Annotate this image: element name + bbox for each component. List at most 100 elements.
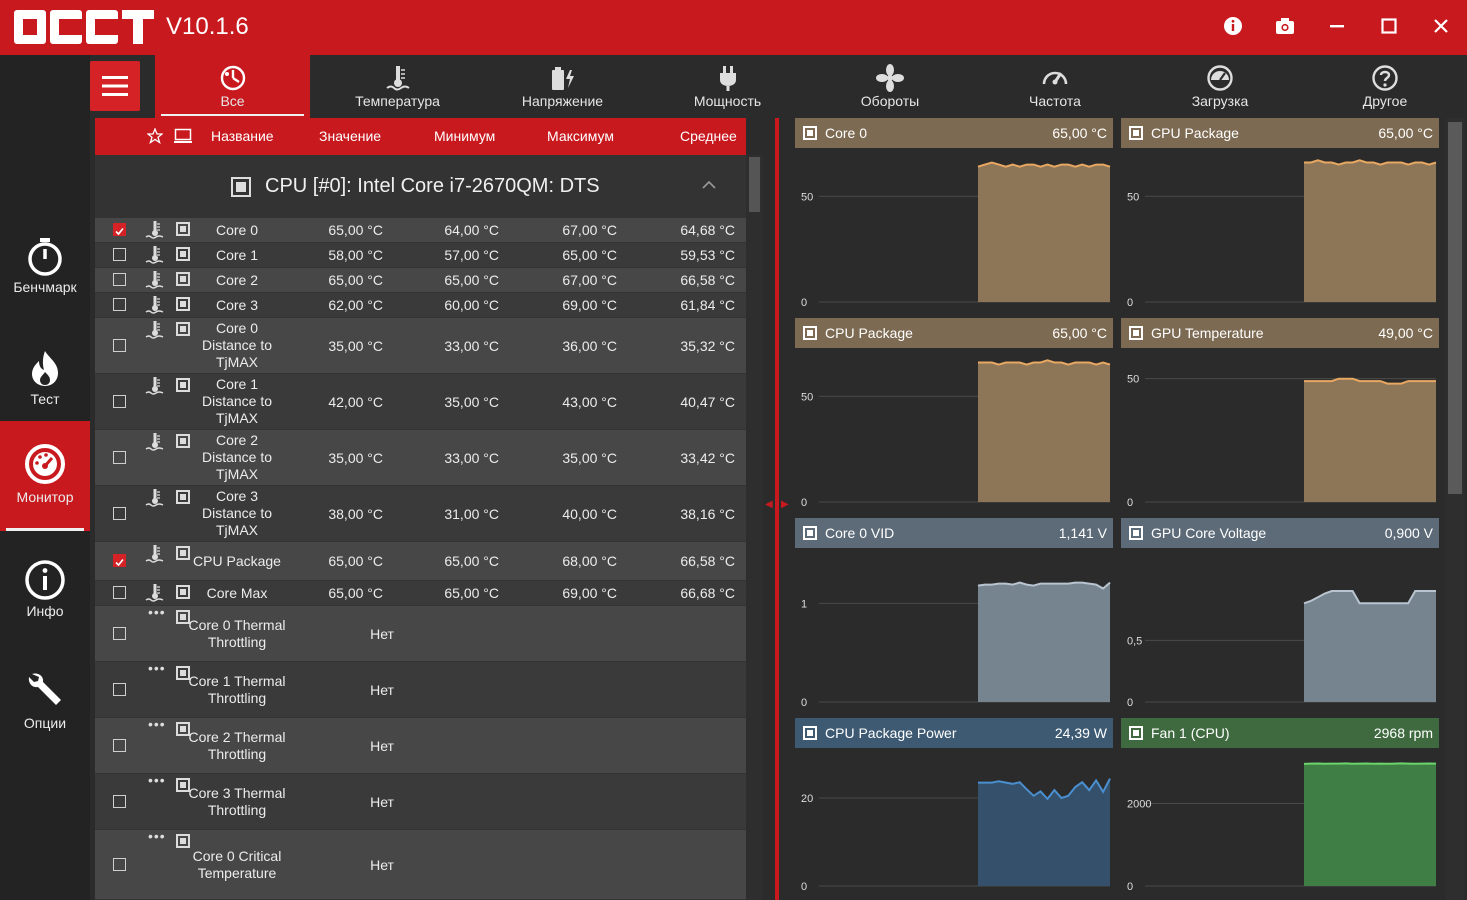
sensor-group-header[interactable]: CPU [#0]: Intel Core i7-2670QM: DTS — [95, 155, 746, 217]
thermometer-icon — [145, 320, 165, 343]
sidebar-item-label: Опции — [23, 715, 67, 731]
tab-temperature[interactable]: Температура — [315, 55, 480, 118]
more-icon: ••• — [148, 772, 166, 788]
table-scrollbar-thumb[interactable] — [749, 157, 760, 212]
table-row[interactable]: CPU Package 65,00 °C 65,00 °C 68,00 °C 66,58… — [95, 542, 746, 580]
row-checkbox[interactable] — [113, 857, 126, 871]
table-row[interactable]: Core 0 Distance to TjMAX 35,00 °C 33,00 °C… — [95, 318, 746, 373]
row-checkbox[interactable] — [113, 223, 126, 236]
row-checkbox[interactable] — [113, 298, 126, 311]
row-checkbox[interactable] — [113, 586, 126, 599]
chip-icon — [803, 126, 817, 140]
chip-icon — [1129, 126, 1143, 140]
sidebar-item-options[interactable]: Опции — [0, 653, 90, 763]
sensor-graph[interactable]: Core 0 65,00 °C 50 0 — [795, 118, 1113, 316]
question-icon — [1372, 65, 1398, 91]
table-row[interactable]: Core Max 65,00 °C 65,00 °C 69,00 °C 66,68 °C — [95, 581, 746, 605]
row-checkbox[interactable] — [113, 273, 126, 286]
table-row[interactable]: Core 3 62,00 °C 60,00 °C 69,00 °C 61,84 °C — [95, 293, 746, 317]
graph-value: 65,00 °C — [1052, 325, 1107, 341]
column-header-avg[interactable]: Среднее — [680, 128, 737, 144]
minimize-icon[interactable] — [1325, 14, 1349, 38]
table-row[interactable]: Core 1 Distance to TjMAX 42,00 °C 35,00 °C… — [95, 374, 746, 429]
sensor-name: Core 0 Critical Temperature — [192, 847, 282, 881]
row-checkbox[interactable] — [113, 554, 126, 567]
table-scrollbar[interactable] — [746, 155, 763, 900]
tab-fans[interactable]: Обороты — [810, 55, 970, 118]
row-checkbox[interactable] — [113, 450, 126, 464]
column-header-value[interactable]: Значение — [319, 128, 382, 144]
tab-frequency[interactable]: Частота — [975, 55, 1135, 118]
column-header-min[interactable]: Минимум — [434, 128, 496, 144]
sidebar-item-benchmark[interactable]: Бенчмарк — [0, 205, 90, 315]
row-checkbox[interactable] — [113, 394, 126, 408]
speedometer-icon — [1042, 71, 1068, 85]
table-row[interactable]: Core 1 58,00 °C 57,00 °C 65,00 °C 59,53 °C — [95, 243, 746, 267]
table-row[interactable]: ••• Core 2 Thermal Throttling Нет — [95, 716, 746, 773]
tab-load[interactable]: Загрузка — [1140, 55, 1300, 118]
info-icon[interactable] — [1221, 14, 1245, 38]
table-row[interactable]: ••• Core 0 Critical Temperature Нет — [95, 828, 746, 899]
graph-plot: 0,50 — [1127, 590, 1436, 709]
table-row[interactable]: ••• Core 3 Thermal Throttling Нет — [95, 772, 746, 829]
graph-title: Fan 1 (CPU) — [1151, 725, 1230, 741]
row-checkbox[interactable] — [113, 682, 126, 696]
sensor-graph[interactable]: GPU Temperature 49,00 °C 50 0 — [1121, 318, 1439, 516]
table-row[interactable]: Core 0 65,00 °C 64,00 °C 67,00 °C 64,68 °C — [95, 218, 746, 242]
divider-right-arrow[interactable]: ▶ — [781, 499, 789, 510]
maximize-icon[interactable] — [1377, 14, 1401, 38]
graph-line — [1303, 762, 1437, 765]
tab-all[interactable]: Все — [155, 55, 310, 118]
divider-left-arrow[interactable]: ◀ — [765, 499, 773, 510]
row-checkbox[interactable] — [113, 338, 126, 352]
menu-button[interactable] — [90, 61, 140, 111]
sensor-graph[interactable]: CPU Package 65,00 °C 50 0 — [795, 318, 1113, 516]
close-icon[interactable] — [1429, 14, 1453, 38]
sensor-name: Core 1 — [215, 246, 259, 263]
sensor-max: 67,00 °C — [562, 222, 617, 238]
thermometer-icon — [145, 583, 165, 606]
thermometer-icon — [145, 295, 165, 318]
sensor-graph[interactable]: Fan 1 (CPU) 2968 rpm 2000 0 — [1121, 718, 1439, 900]
pane-divider[interactable] — [775, 118, 779, 900]
column-header-max[interactable]: Максимум — [547, 128, 614, 144]
row-checkbox[interactable] — [113, 248, 126, 261]
chip-icon — [231, 177, 251, 197]
all-sensors-icon — [220, 65, 245, 91]
chip-icon — [176, 247, 190, 261]
sidebar-item-test[interactable]: Тест — [0, 317, 90, 427]
camera-icon[interactable] — [1273, 14, 1297, 38]
graph-plot: 20 0 — [801, 778, 1111, 893]
chip-icon — [176, 778, 190, 792]
table-row[interactable]: Core 2 Distance to TjMAX 35,00 °C 33,00 °C… — [95, 430, 746, 485]
tab-other[interactable]: Другое — [1305, 55, 1465, 118]
graph-area — [1304, 763, 1436, 886]
axis-tick-label: 0 — [801, 881, 807, 893]
row-checkbox[interactable] — [113, 794, 126, 808]
graphs-scrollbar-thumb[interactable] — [1448, 122, 1462, 494]
sensor-graph[interactable]: CPU Package 65,00 °C 50 0 — [1121, 118, 1439, 316]
favorite-star-icon[interactable] — [147, 128, 163, 144]
tab-power[interactable]: Мощность — [645, 55, 810, 118]
sensor-name: Core 2 — [215, 271, 259, 288]
graph-area — [978, 162, 1110, 302]
sidebar-item-monitor[interactable]: Монитор — [0, 421, 90, 531]
checkmark-icon — [115, 558, 124, 567]
sensor-value: 35,00 °C — [328, 449, 383, 466]
sensor-name: Core 3 Distance to TjMAX — [201, 488, 273, 538]
sensor-graph[interactable]: GPU Core Voltage 0,900 V 0,5 0 — [1121, 518, 1439, 716]
tab-voltage[interactable]: Напряжение — [480, 55, 645, 118]
column-header-name[interactable]: Название — [211, 128, 274, 144]
row-checkbox[interactable] — [113, 626, 126, 640]
sidebar-item-info[interactable]: Инфо — [0, 541, 90, 651]
sensor-graph[interactable]: CPU Package Power 24,39 W 20 0 — [795, 718, 1113, 900]
display-icon[interactable] — [174, 128, 192, 144]
row-checkbox[interactable] — [113, 506, 126, 520]
row-checkbox[interactable] — [113, 738, 126, 752]
table-row[interactable]: Core 3 Distance to TjMAX 38,00 °C 31,00 °C… — [95, 486, 746, 541]
table-row[interactable]: Core 2 65,00 °C 65,00 °C 67,00 °C 66,58 °C — [95, 268, 746, 292]
chevron-up-icon[interactable] — [701, 179, 717, 191]
table-row[interactable]: ••• Core 0 Thermal Throttling Нет — [95, 604, 746, 661]
table-row[interactable]: ••• Core 1 Thermal Throttling Нет — [95, 660, 746, 717]
